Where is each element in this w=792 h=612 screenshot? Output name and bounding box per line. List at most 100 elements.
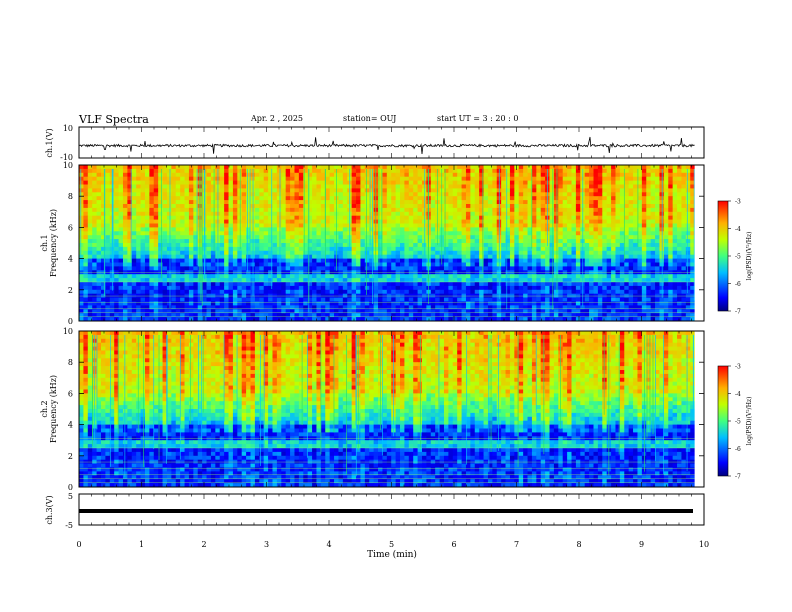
spectro-cell bbox=[593, 239, 599, 244]
spectro-cell bbox=[351, 282, 357, 287]
spectro-cell bbox=[184, 176, 190, 181]
spectro-cell bbox=[228, 246, 234, 252]
spectro-cell bbox=[540, 200, 546, 205]
spectro-cell bbox=[443, 188, 449, 193]
spectro-cell bbox=[655, 285, 660, 291]
spectro-cell bbox=[549, 204, 555, 209]
spectro-cell bbox=[611, 165, 616, 170]
spectro-cell bbox=[395, 180, 401, 185]
spectro-cell bbox=[501, 297, 506, 302]
spectro-cell bbox=[342, 176, 348, 181]
spectro-cell bbox=[619, 172, 625, 178]
spectro-cell bbox=[158, 184, 163, 189]
spectro-cell bbox=[483, 168, 489, 174]
spectro-cell bbox=[268, 282, 273, 287]
spectro-cell bbox=[184, 231, 190, 236]
ch1-ylabel: ch.1(V) bbox=[45, 128, 54, 157]
spectro-cell bbox=[465, 219, 471, 224]
spectro-cell bbox=[571, 207, 577, 213]
spectro-cell bbox=[567, 278, 572, 283]
spectro-cell bbox=[364, 258, 370, 263]
spectro-cell bbox=[487, 200, 493, 205]
spectro-cell bbox=[465, 266, 471, 271]
spectro-cell bbox=[351, 231, 357, 236]
spectro-cell bbox=[514, 262, 520, 267]
spectro-cell bbox=[690, 239, 696, 244]
spectro-cell bbox=[523, 192, 528, 197]
spectro-cell bbox=[448, 168, 454, 174]
spectro-cell bbox=[342, 282, 348, 287]
spectro-cell bbox=[571, 289, 577, 295]
spectro-cell bbox=[158, 188, 163, 193]
spectro-cell bbox=[298, 215, 304, 220]
spectro-cell bbox=[531, 231, 537, 236]
spectro-cell bbox=[153, 250, 159, 256]
spectro-cell bbox=[338, 180, 344, 185]
spectro-cell bbox=[175, 282, 181, 287]
spectro-cell bbox=[382, 285, 388, 291]
spectro-cell bbox=[611, 227, 616, 232]
spectro-cell bbox=[114, 227, 119, 232]
spectro-cell bbox=[193, 180, 199, 185]
spectro-cell bbox=[536, 266, 542, 271]
spectro-cell bbox=[131, 289, 137, 295]
spectro-cell bbox=[171, 250, 177, 256]
spectro-cell bbox=[391, 227, 397, 232]
spectro-cell bbox=[690, 192, 696, 197]
spectro-cell bbox=[193, 215, 199, 220]
spectro-cell bbox=[228, 262, 234, 267]
spectro-cell bbox=[162, 278, 168, 283]
spectro-cell bbox=[619, 274, 625, 279]
spectro-cell bbox=[575, 180, 581, 185]
spectro-cell bbox=[87, 172, 93, 178]
spectro-cell bbox=[171, 231, 177, 236]
spectro-cell bbox=[312, 278, 317, 283]
spectro-cell bbox=[246, 180, 251, 185]
spectro-cell bbox=[646, 196, 652, 201]
spectro-cell bbox=[158, 219, 163, 224]
spectro-cell bbox=[624, 282, 630, 287]
spectro-cell bbox=[540, 192, 546, 197]
spectro-cell bbox=[619, 204, 625, 209]
spectro-cell bbox=[127, 250, 133, 256]
spectro-cell bbox=[417, 192, 423, 197]
spectro-cell bbox=[272, 250, 278, 256]
spectro-cell bbox=[408, 266, 414, 271]
spectro-cell bbox=[593, 266, 599, 271]
spectro-cell bbox=[166, 278, 172, 283]
spectro-cell bbox=[681, 188, 687, 193]
spectro-cell bbox=[672, 282, 678, 287]
spectro-cell bbox=[492, 207, 498, 213]
spectro-cell bbox=[259, 235, 265, 240]
spectro-cell bbox=[144, 219, 150, 224]
spectro-cell bbox=[96, 219, 102, 224]
spectro-cell bbox=[584, 172, 590, 178]
spectro-cell bbox=[136, 168, 141, 174]
spectro-cell bbox=[624, 274, 630, 279]
spectro-cell bbox=[391, 196, 397, 201]
spectro-cell bbox=[501, 196, 506, 201]
spectro-cell bbox=[523, 231, 528, 236]
spectro-cell bbox=[285, 254, 291, 259]
spectro-cell bbox=[369, 243, 375, 248]
spectro-cell bbox=[452, 227, 458, 232]
spectro-cell bbox=[149, 274, 155, 279]
spectro-cell bbox=[219, 250, 225, 256]
spectro-cell bbox=[268, 176, 273, 181]
spectro-cell bbox=[584, 282, 590, 287]
spectro-cell bbox=[633, 204, 638, 209]
spectro-cell bbox=[100, 223, 106, 228]
spectro-cell bbox=[457, 243, 462, 248]
spectro-cell bbox=[606, 239, 612, 244]
spectro-cell bbox=[663, 180, 669, 185]
spectro-cell bbox=[685, 196, 691, 201]
spectro-cell bbox=[501, 282, 506, 287]
spectro-cell bbox=[448, 204, 454, 209]
spectro-cell bbox=[188, 172, 194, 178]
spectro-cell bbox=[501, 207, 506, 213]
spectro-cell bbox=[105, 246, 111, 252]
spectro-cell bbox=[685, 188, 691, 193]
spectro-cell bbox=[320, 200, 326, 205]
spectro-cell bbox=[188, 254, 194, 259]
spectro-cell bbox=[171, 211, 177, 217]
